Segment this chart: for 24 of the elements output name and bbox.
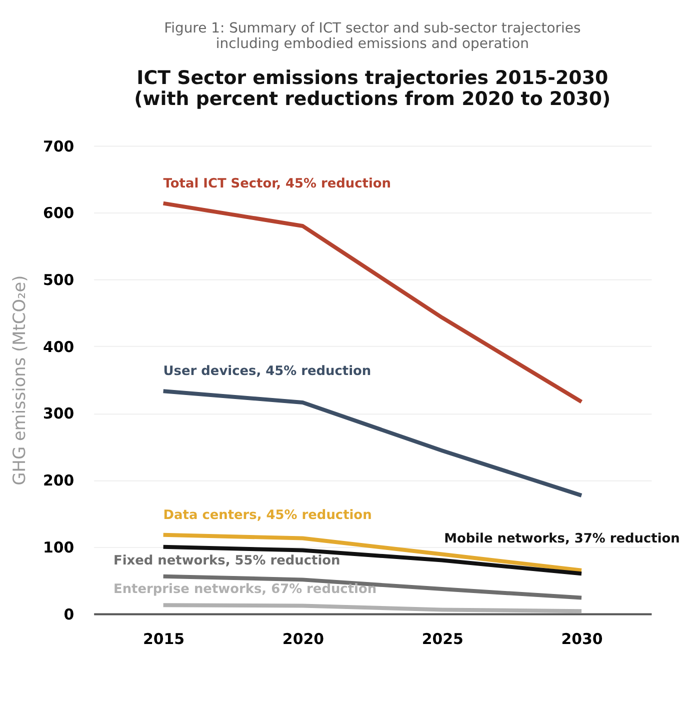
y-tick-label: 300 (43, 404, 74, 423)
y-tick-label: 700 (43, 137, 74, 156)
series-label: Mobile networks, 37% reduction (444, 531, 680, 546)
y-axis-title: GHG emissions (MtCO₂e) (9, 275, 30, 486)
x-tick-label: 2030 (561, 630, 603, 648)
line-series (161, 389, 584, 498)
chart-title: ICT Sector emissions trajectories 2015-2030 (with percent reductions from 2020 to 2030) (134, 67, 611, 110)
line-series (161, 201, 584, 404)
caption: Figure 1: Summary of ICT sector and sub-sector trajectories including embodied emissions and operation (164, 20, 581, 52)
y-tick-label: 100 (43, 538, 74, 556)
y-tick-label: 0 (64, 605, 74, 624)
y-tick-label: 200 (43, 472, 74, 490)
y-tick-label: 500 (43, 270, 74, 289)
series-label: Data centers, 45% reduction (163, 508, 372, 523)
series-label: Fixed networks, 55% reduction (114, 553, 340, 568)
line-series (161, 603, 584, 614)
series-label: Total ICT Sector, 45% reduction (163, 176, 392, 192)
x-tick-label: 2015 (143, 630, 185, 648)
x-tick-label: 2020 (282, 630, 324, 648)
x-tick-label: 2025 (422, 630, 464, 648)
series-label: User devices, 45% reduction (163, 364, 372, 380)
y-tick-label: 400 (43, 338, 74, 356)
y-tick-label: 600 (43, 204, 74, 222)
series-label: Enterprise networks, 67% reduction (114, 582, 377, 598)
